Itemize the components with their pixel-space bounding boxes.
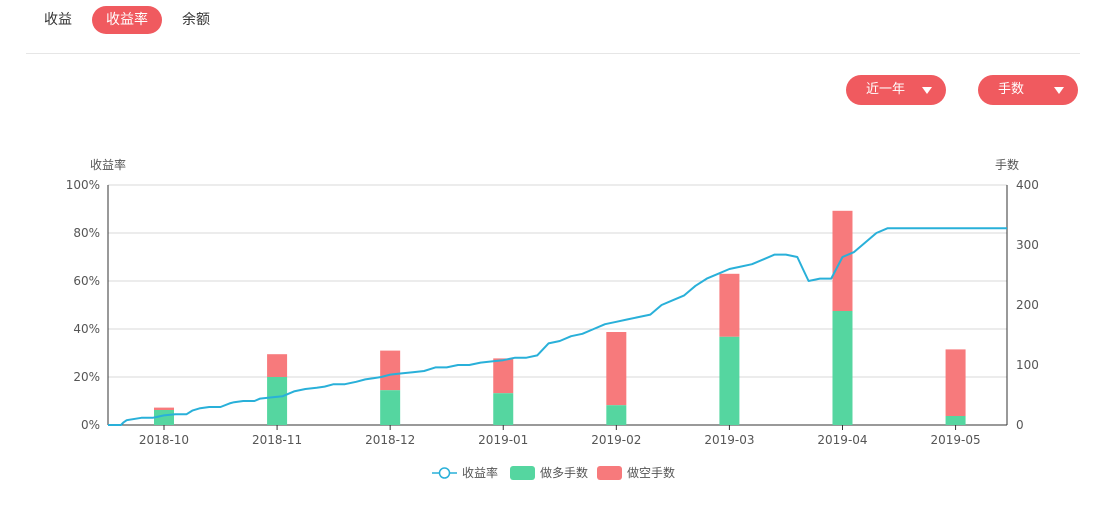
- x-tick-label: 2019-02: [591, 433, 641, 447]
- bar-short: [380, 350, 401, 391]
- x-tick-label: 2019-03: [704, 433, 754, 447]
- y-left-tick-label: 20%: [73, 370, 100, 384]
- y-left-tick-label: 60%: [73, 274, 100, 288]
- tab-bar: 收益 收益率 余额: [30, 5, 230, 35]
- y-right-tick-label: 200: [1016, 298, 1039, 312]
- x-tick-label: 2019-01: [478, 433, 528, 447]
- tab-balance[interactable]: 余额: [182, 12, 210, 28]
- y-right-tick-label: 400: [1016, 178, 1039, 192]
- x-tick-label: 2019-05: [931, 433, 981, 447]
- header-divider: [26, 53, 1080, 54]
- legend-swatch: [597, 466, 622, 480]
- bar-short: [493, 358, 514, 394]
- y-left-tick-label: 0%: [81, 418, 100, 432]
- legend-label: 收益率: [462, 465, 498, 480]
- bar-long: [154, 410, 174, 425]
- bar-long: [380, 390, 401, 425]
- bar-short: [832, 210, 853, 311]
- period-dropdown[interactable]: 近一年: [846, 75, 946, 105]
- caret-down-icon: [1054, 87, 1064, 94]
- unit-dropdown-label: 手数: [998, 82, 1025, 97]
- legend-swatch: [510, 466, 535, 480]
- x-tick-label: 2018-10: [139, 433, 189, 447]
- x-tick-label: 2018-11: [252, 433, 302, 447]
- y-right-axis-title: 手数: [995, 157, 1019, 172]
- legend-label: 做空手数: [627, 465, 675, 480]
- tab-income[interactable]: 收益: [44, 12, 72, 28]
- x-tick-label: 2018-12: [365, 433, 415, 447]
- bar-short: [267, 354, 288, 377]
- y-right-tick-label: 300: [1016, 238, 1039, 252]
- bar-short: [154, 407, 174, 410]
- bar-long: [719, 336, 740, 425]
- y-left-tick-label: 80%: [73, 226, 100, 240]
- bar-long: [945, 416, 966, 425]
- x-tick-label: 2019-04: [817, 433, 867, 447]
- yield-line: [108, 227, 1008, 426]
- unit-dropdown[interactable]: 手数: [978, 75, 1078, 105]
- legend-circle-icon: [438, 467, 451, 479]
- bar-short: [719, 273, 740, 337]
- y-left-tick-label: 100%: [66, 178, 100, 192]
- y-left-tick-label: 40%: [73, 322, 100, 336]
- bar-long: [267, 377, 288, 425]
- legend-label: 做多手数: [540, 465, 588, 480]
- bar-short: [606, 332, 627, 406]
- y-left-axis-title: 收益率: [90, 157, 126, 172]
- period-dropdown-label: 近一年: [866, 82, 906, 97]
- bar-long: [606, 405, 627, 425]
- bar-long: [832, 311, 853, 425]
- bar-short: [945, 349, 966, 416]
- y-right-tick-label: 0: [1016, 418, 1024, 432]
- bar-long: [493, 393, 514, 425]
- tab-yield-rate[interactable]: 收益率: [92, 6, 162, 34]
- y-right-tick-label: 100: [1016, 358, 1039, 372]
- caret-down-icon: [922, 87, 932, 94]
